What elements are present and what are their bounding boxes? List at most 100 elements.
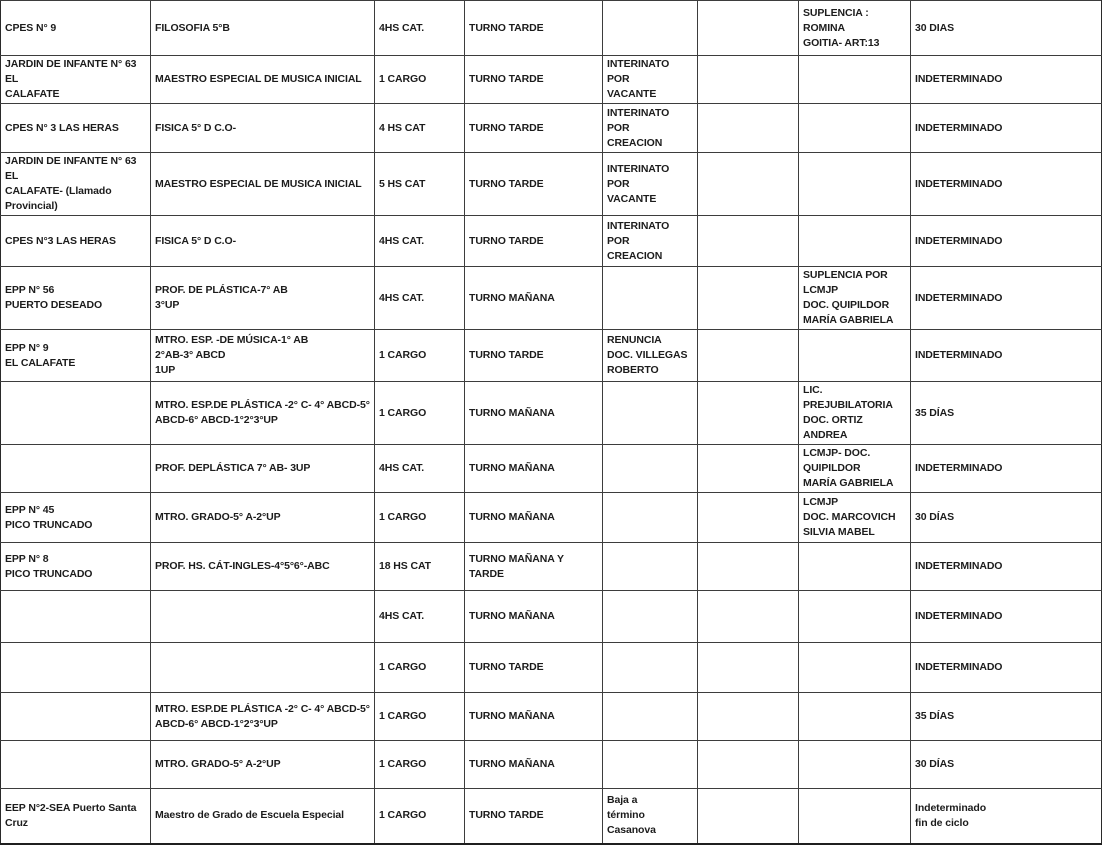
note-cell — [798, 642, 911, 693]
table-row: EPP N° 8 PICO TRUNCADO PROF. HS. CÁT-ING… — [0, 542, 1102, 591]
hours-cell: 4HS CAT. — [374, 0, 465, 56]
position-cell: MTRO. GRADO-5° A-2°UP — [150, 492, 375, 543]
position-cell: MTRO. GRADO-5° A-2°UP — [150, 740, 375, 789]
table-row: CPES N° 3 LAS HERAS FISICA 5° D C.O- 4 H… — [0, 103, 1102, 153]
hours-cell: 5 HS CAT — [374, 152, 465, 216]
status-cell — [602, 642, 698, 693]
hours-cell: 4HS CAT. — [374, 444, 465, 493]
note-cell — [798, 55, 911, 104]
status-cell — [602, 542, 698, 591]
school-cell — [0, 740, 151, 789]
status-cell: RENUNCIA DOC. VILLEGAS ROBERTO — [602, 329, 698, 382]
duration-cell: INDETERMINADO — [910, 590, 1102, 643]
table-row: JARDIN DE INFANTE N° 63 EL CALAFATE- (Ll… — [0, 152, 1102, 216]
hours-cell: 4HS CAT. — [374, 215, 465, 267]
hours-cell: 1 CARGO — [374, 329, 465, 382]
note-cell: LCMJP- DOC. QUIPILDOR MARÍA GABRIELA — [798, 444, 911, 493]
school-cell — [0, 444, 151, 493]
duration-cell: INDETERMINADO — [910, 329, 1102, 382]
note-cell — [798, 152, 911, 216]
table-row: 1 CARGO TURNO TARDE INDETERMINADO — [0, 642, 1102, 693]
status-cell — [602, 740, 698, 789]
duration-cell: INDETERMINADO — [910, 444, 1102, 493]
hours-cell: 4HS CAT. — [374, 590, 465, 643]
school-cell: EPP N° 9 EL CALAFATE — [0, 329, 151, 382]
spacer-cell — [697, 642, 799, 693]
hours-cell: 1 CARGO — [374, 788, 465, 845]
table-row: EEP N°2-SEA Puerto Santa Cruz Maestro de… — [0, 788, 1102, 845]
table-row: CPES N° 9 FILOSOFIA 5°B 4HS CAT. TURNO T… — [0, 0, 1102, 56]
table-row: EPP N° 45 PICO TRUNCADO MTRO. GRADO-5° A… — [0, 492, 1102, 543]
note-cell — [798, 542, 911, 591]
shift-cell: TURNO MAÑANA — [464, 590, 603, 643]
spacer-cell — [697, 444, 799, 493]
school-cell: CPES N° 9 — [0, 0, 151, 56]
school-cell: CPES N° 3 LAS HERAS — [0, 103, 151, 153]
hours-cell: 18 HS CAT — [374, 542, 465, 591]
status-cell: INTERINATO POR CREACION — [602, 215, 698, 267]
position-cell: FISICA 5° D C.O- — [150, 103, 375, 153]
spacer-cell — [697, 215, 799, 267]
hours-cell: 1 CARGO — [374, 692, 465, 741]
shift-cell: TURNO MAÑANA — [464, 492, 603, 543]
shift-cell: TURNO TARDE — [464, 788, 603, 845]
spacer-cell — [697, 740, 799, 789]
duration-cell: INDETERMINADO — [910, 642, 1102, 693]
duration-cell: Indeterminado fin de ciclo — [910, 788, 1102, 845]
status-cell: Baja a término Casanova — [602, 788, 698, 845]
status-cell: INTERINATO POR VACANTE — [602, 152, 698, 216]
status-cell — [602, 692, 698, 741]
note-cell — [798, 740, 911, 789]
spacer-cell — [697, 381, 799, 445]
table-row: EPP N° 56 PUERTO DESEADO PROF. DE PLÁSTI… — [0, 266, 1102, 330]
duration-cell: INDETERMINADO — [910, 103, 1102, 153]
duration-cell: 35 DÍAS — [910, 692, 1102, 741]
spacer-cell — [697, 55, 799, 104]
shift-cell: TURNO TARDE — [464, 55, 603, 104]
note-cell — [798, 329, 911, 382]
note-cell — [798, 692, 911, 741]
school-cell — [0, 590, 151, 643]
spacer-cell — [697, 103, 799, 153]
school-cell: EEP N°2-SEA Puerto Santa Cruz — [0, 788, 151, 845]
duration-cell: INDETERMINADO — [910, 55, 1102, 104]
shift-cell: TURNO MAÑANA — [464, 692, 603, 741]
spacer-cell — [697, 266, 799, 330]
hours-cell: 1 CARGO — [374, 492, 465, 543]
spacer-cell — [697, 542, 799, 591]
hours-cell: 1 CARGO — [374, 642, 465, 693]
position-cell: FILOSOFIA 5°B — [150, 0, 375, 56]
shift-cell: TURNO MAÑANA — [464, 266, 603, 330]
note-cell — [798, 103, 911, 153]
status-cell: INTERINATO POR VACANTE — [602, 55, 698, 104]
note-cell: SUPLENCIA : ROMINA GOITIA- ART:13 — [798, 0, 911, 56]
spacer-cell — [697, 0, 799, 56]
hours-cell: 1 CARGO — [374, 55, 465, 104]
position-cell: PROF. DEPLÁSTICA 7° AB- 3UP — [150, 444, 375, 493]
duration-cell: 30 DÍAS — [910, 492, 1102, 543]
position-cell: MAESTRO ESPECIAL DE MUSICA INICIAL — [150, 55, 375, 104]
shift-cell: TURNO TARDE — [464, 152, 603, 216]
duration-cell: INDETERMINADO — [910, 542, 1102, 591]
duration-cell: 30 DÍAS — [910, 740, 1102, 789]
note-cell — [798, 215, 911, 267]
school-cell: EPP N° 45 PICO TRUNCADO — [0, 492, 151, 543]
shift-cell: TURNO MAÑANA Y TARDE — [464, 542, 603, 591]
duration-cell: INDETERMINADO — [910, 266, 1102, 330]
note-cell: SUPLENCIA POR LCMJP DOC. QUIPILDOR MARÍA… — [798, 266, 911, 330]
shift-cell: TURNO TARDE — [464, 215, 603, 267]
duration-cell: 30 DIAS — [910, 0, 1102, 56]
note-cell: LIC. PREJUBILATORIA DOC. ORTIZ ANDREA — [798, 381, 911, 445]
spacer-cell — [697, 152, 799, 216]
table-row: 4HS CAT. TURNO MAÑANA INDETERMINADO — [0, 590, 1102, 643]
position-cell — [150, 642, 375, 693]
school-cell — [0, 642, 151, 693]
school-cell: JARDIN DE INFANTE N° 63 EL CALAFATE — [0, 55, 151, 104]
status-cell — [602, 0, 698, 56]
shift-cell: TURNO MAÑANA — [464, 444, 603, 493]
position-cell: FISICA 5° D C.O- — [150, 215, 375, 267]
position-cell: MTRO. ESP. -DE MÚSICA-1° AB 2°AB-3° ABCD… — [150, 329, 375, 382]
hours-cell: 1 CARGO — [374, 740, 465, 789]
position-cell — [150, 590, 375, 643]
